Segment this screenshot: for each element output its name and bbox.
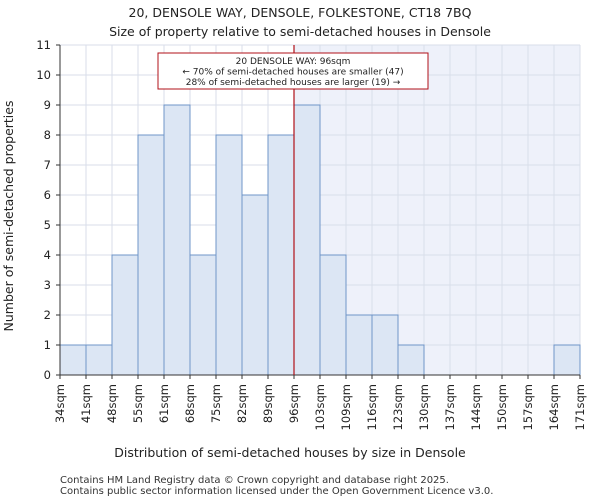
y-tick-label-7: 7 bbox=[44, 158, 51, 172]
annotation-line-2: ← 70% of semi-detached houses are smalle… bbox=[182, 68, 403, 78]
bar-34sqm bbox=[59, 344, 87, 376]
x-axis-label: Distribution of semi-detached houses by … bbox=[114, 445, 466, 460]
x-tick-label-82sqm: 82sqm bbox=[235, 384, 249, 423]
bar-103sqm bbox=[319, 254, 347, 376]
x-tick-label-34sqm: 34sqm bbox=[53, 384, 67, 423]
bar-61sqm bbox=[163, 104, 191, 376]
y-tick-label-9: 9 bbox=[44, 98, 51, 112]
y-tick-label-3: 3 bbox=[44, 278, 51, 292]
bar-41sqm bbox=[85, 344, 113, 376]
bar-55sqm bbox=[137, 134, 165, 376]
annotation-line-3: 28% of semi-detached houses are larger (… bbox=[186, 78, 401, 88]
y-tick-label-11: 11 bbox=[36, 38, 51, 52]
x-tick-label-109sqm: 109sqm bbox=[339, 384, 353, 430]
plot-area: 0 1 2 3 4 5 6 7 8 9 10 11 34sqm 41sqm 48sqm 55sqm 61sqm 6… bbox=[36, 38, 587, 430]
x-tick-label-157sqm: 157sqm bbox=[521, 384, 535, 430]
bar-75sqm bbox=[215, 134, 243, 376]
x-tick-label-150sqm: 150sqm bbox=[495, 384, 509, 430]
x-tick-label-96sqm: 96sqm bbox=[287, 384, 301, 423]
x-tick-label-48sqm: 48sqm bbox=[105, 384, 119, 423]
chart-title: 20, DENSOLE WAY, DENSOLE, FOLKESTONE, CT… bbox=[129, 5, 472, 20]
x-tick-label-137sqm: 137sqm bbox=[443, 384, 457, 430]
bar-123sqm bbox=[397, 344, 425, 376]
x-tick-label-164sqm: 164sqm bbox=[547, 384, 561, 430]
x-tick-label-89sqm: 89sqm bbox=[261, 384, 275, 423]
bar-89sqm bbox=[267, 134, 295, 376]
y-axis-label: Number of semi-detached properties bbox=[1, 101, 16, 332]
y-tick-label-8: 8 bbox=[44, 128, 51, 142]
bar-109sqm bbox=[345, 314, 373, 376]
x-tick-label-130sqm: 130sqm bbox=[417, 384, 431, 430]
x-tick-label-61sqm: 61sqm bbox=[157, 384, 171, 423]
annotation-box bbox=[157, 52, 429, 90]
bar-48sqm bbox=[111, 254, 139, 376]
x-tick-label-55sqm: 55sqm bbox=[131, 384, 145, 423]
y-tick-label-0: 0 bbox=[44, 368, 51, 382]
annotation-line-1: 20 DENSOLE WAY: 96sqm bbox=[236, 57, 351, 67]
y-tick-label-10: 10 bbox=[36, 68, 51, 82]
bar-164sqm bbox=[553, 344, 581, 376]
bar-116sqm bbox=[371, 314, 399, 376]
x-tick-label-116sqm: 116sqm bbox=[365, 384, 379, 430]
footer-line-2: Contains public sector information licen… bbox=[60, 486, 493, 497]
x-tick-label-171sqm: 171sqm bbox=[573, 384, 587, 430]
x-tick-label-75sqm: 75sqm bbox=[209, 384, 223, 423]
x-tick-label-123sqm: 123sqm bbox=[391, 384, 405, 430]
y-tick-label-4: 4 bbox=[44, 248, 51, 262]
x-tick-label-103sqm: 103sqm bbox=[313, 384, 327, 430]
x-tick-label-144sqm: 144sqm bbox=[469, 384, 483, 430]
x-tick-label-68sqm: 68sqm bbox=[183, 384, 197, 423]
bar-82sqm bbox=[241, 194, 269, 376]
y-tick-label-2: 2 bbox=[44, 308, 51, 322]
footer-line-1: Contains HM Land Registry data © Crown c… bbox=[60, 475, 449, 486]
bar-96sqm bbox=[293, 104, 321, 376]
x-tick-label-41sqm: 41sqm bbox=[79, 384, 93, 423]
bar-68sqm bbox=[189, 254, 217, 376]
y-tick-label-6: 6 bbox=[44, 188, 51, 202]
y-tick-label-1: 1 bbox=[44, 338, 51, 352]
y-tick-label-5: 5 bbox=[44, 218, 51, 232]
chart-subtitle: Size of property relative to semi-detach… bbox=[109, 24, 491, 39]
